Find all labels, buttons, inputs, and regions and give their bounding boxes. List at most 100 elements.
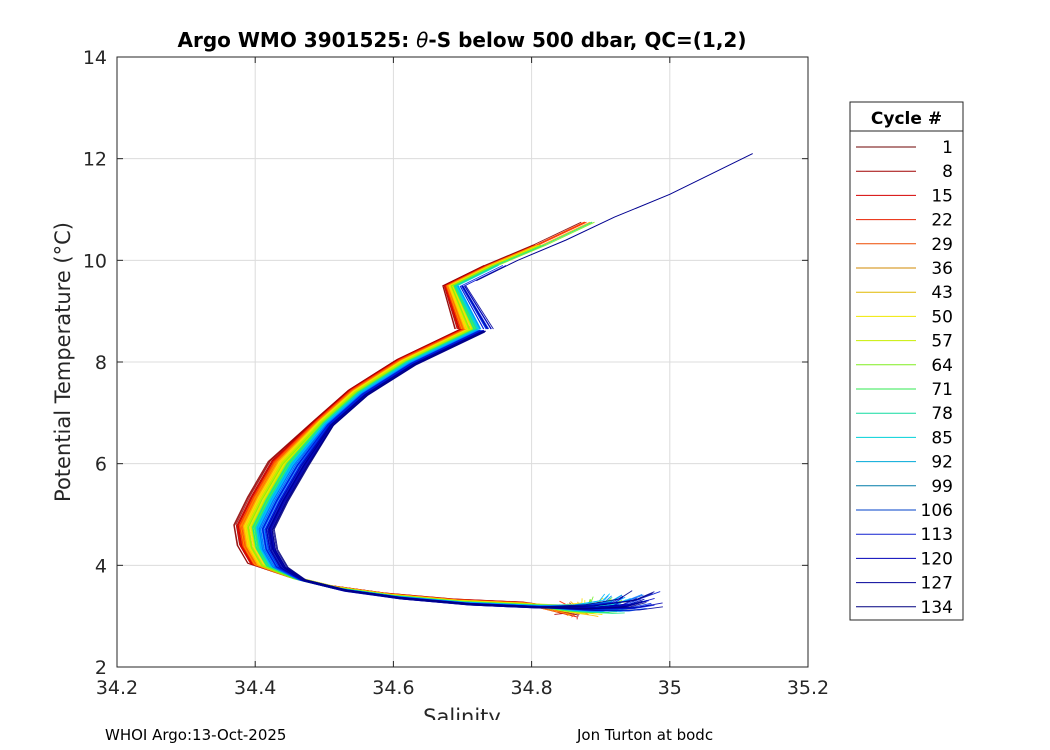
profile-trace — [262, 330, 627, 608]
y-tick-label: 8 — [95, 352, 107, 374]
profile-trace-upper — [446, 244, 537, 330]
profile-trace — [262, 330, 624, 611]
profile-trace — [271, 331, 643, 610]
legend-label: 127 — [921, 574, 953, 594]
profile-trace-upper — [453, 221, 593, 330]
legend-label: 36 — [931, 259, 953, 279]
profile-trace-upper — [448, 244, 540, 330]
profile-trace — [256, 328, 639, 609]
x-tick-label: 35 — [658, 677, 682, 699]
profile-trace — [265, 329, 646, 612]
profile-trace — [261, 329, 636, 612]
profile-trace — [262, 329, 626, 607]
profile-trace — [273, 330, 647, 610]
profile-trace-upper — [459, 285, 485, 330]
profile-trace-upper — [460, 264, 504, 330]
title-theta-symbol: θ — [416, 28, 428, 52]
profile-trace — [262, 330, 642, 609]
profile-trace — [265, 330, 638, 610]
y-tick-label: 10 — [83, 250, 107, 272]
legend-label: 15 — [931, 186, 953, 206]
y-tick-label: 14 — [83, 47, 107, 69]
legend-label: 106 — [921, 501, 953, 521]
profile-trace — [268, 330, 633, 608]
profile-trace-upper — [453, 285, 474, 330]
profile-trace — [266, 330, 648, 612]
legend-label: 8 — [942, 162, 953, 182]
profile-trace — [261, 329, 612, 607]
profile-trace-upper — [444, 264, 487, 330]
footer-credit: Jon Turton at bodc — [577, 726, 714, 744]
x-tick-label: 34.8 — [510, 677, 552, 699]
legend-label: 50 — [931, 307, 953, 327]
y-tick-label: 4 — [95, 555, 107, 577]
legend-label: 1 — [942, 138, 953, 158]
legend-label: 85 — [931, 428, 953, 448]
profile-trace — [259, 330, 622, 610]
x-axis-ticks: 34.2 34.4 34.6 34.8 35 35.2 — [96, 57, 829, 699]
profile-trace — [254, 328, 618, 613]
legend-label: 120 — [921, 549, 953, 569]
legend-label: 71 — [931, 380, 953, 400]
profile-trace — [258, 330, 636, 611]
profile-trace — [255, 328, 607, 613]
y-tick-label: 6 — [95, 454, 107, 476]
profile-trace — [268, 329, 630, 610]
theta-s-chart: 34.2 34.4 34.6 34.8 35 35.2 2 4 6 8 10 12 14 Argo W… — [51, 28, 964, 720]
profile-trace-upper — [462, 285, 489, 330]
profile-trace-upper — [458, 285, 482, 330]
profile-traces — [233, 153, 753, 620]
profile-trace — [264, 330, 650, 611]
profile-trace — [253, 328, 624, 609]
x-tick-label: 34.2 — [96, 677, 138, 699]
profile-trace — [257, 328, 611, 606]
profile-trace — [271, 331, 655, 609]
profile-trace — [270, 331, 637, 609]
profile-trace — [256, 329, 611, 612]
profile-trace-upper — [455, 285, 478, 330]
profile-trace — [256, 328, 610, 614]
profile-trace-upper — [447, 285, 464, 330]
legend-label: 99 — [931, 477, 953, 497]
legend-label: 92 — [931, 453, 953, 473]
grid-lines — [117, 57, 808, 667]
profile-trace-upper — [456, 285, 480, 330]
profile-trace-upper — [452, 285, 473, 330]
x-tick-label: 34.6 — [372, 677, 414, 699]
profile-trace-longest — [476, 153, 753, 282]
profile-trace-upper — [442, 264, 485, 330]
profile-trace-upper — [457, 285, 481, 330]
profile-trace-upper — [465, 285, 494, 330]
profile-trace — [256, 328, 602, 612]
legend-title: Cycle # — [871, 109, 942, 129]
profile-trace — [258, 329, 599, 609]
profile-trace — [255, 329, 625, 614]
profile-trace — [257, 329, 610, 610]
profile-trace — [255, 328, 616, 609]
title-prefix: Argo WMO 3901525: — [178, 28, 417, 52]
chart-title: Argo WMO 3901525: θ-S below 500 dbar, QC… — [178, 28, 747, 52]
y-tick-label: 2 — [95, 657, 107, 679]
profile-trace — [271, 330, 645, 609]
y-axis-ticks: 2 4 6 8 10 12 14 — [83, 47, 808, 679]
profile-trace-upper — [445, 285, 461, 330]
y-tick-label: 12 — [83, 149, 107, 171]
profile-trace — [269, 329, 655, 610]
profile-trace-upper — [450, 285, 469, 330]
profile-trace — [268, 329, 649, 609]
profile-trace — [267, 330, 652, 610]
legend-label: 22 — [931, 211, 953, 231]
profile-trace — [263, 330, 637, 609]
legend-label: 29 — [931, 235, 953, 255]
profile-trace — [269, 330, 638, 610]
profile-trace-upper — [462, 285, 490, 330]
profile-trace — [254, 329, 611, 610]
legend-label: 134 — [921, 598, 953, 618]
legend-label: 78 — [931, 404, 953, 424]
legend-label: 43 — [931, 283, 953, 303]
profile-trace — [258, 329, 637, 611]
profile-trace — [266, 330, 663, 611]
profile-trace — [258, 329, 599, 612]
title-suffix: -S below 500 dbar, QC=(1,2) — [428, 28, 746, 52]
x-tick-label: 34.4 — [234, 677, 276, 699]
